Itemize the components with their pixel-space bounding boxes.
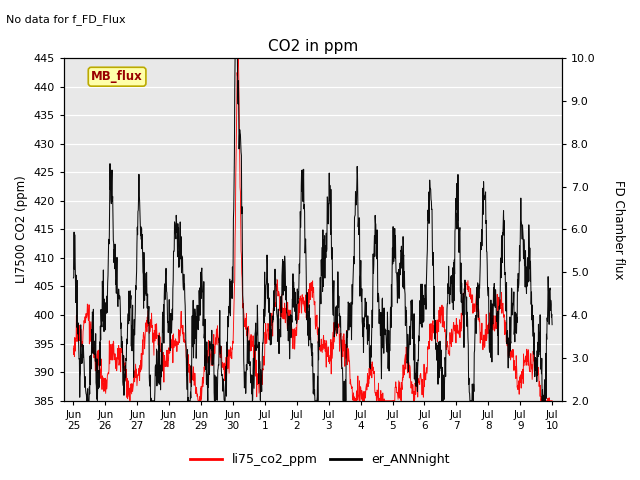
Title: CO2 in ppm: CO2 in ppm	[268, 39, 358, 54]
Text: No data for f_FD_Flux: No data for f_FD_Flux	[6, 14, 126, 25]
Y-axis label: LI7500 CO2 (ppm): LI7500 CO2 (ppm)	[15, 176, 28, 283]
Y-axis label: FD Chamber flux: FD Chamber flux	[612, 180, 625, 279]
Text: MB_flux: MB_flux	[92, 70, 143, 83]
Legend: li75_co2_ppm, er_ANNnight: li75_co2_ppm, er_ANNnight	[186, 448, 454, 471]
